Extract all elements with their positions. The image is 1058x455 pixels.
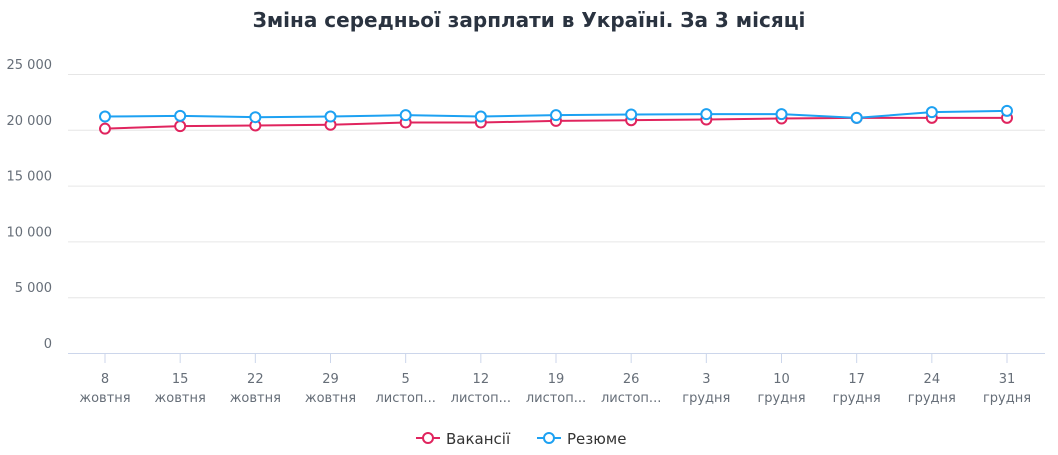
data-point <box>625 108 638 121</box>
data-point <box>174 109 187 122</box>
y-tick-label: 25 000 <box>7 58 53 73</box>
data-point <box>324 110 337 123</box>
x-tick-label: 15 <box>172 372 189 387</box>
x-tick-label: 29 <box>322 372 339 387</box>
x-tick-label: листоп... <box>376 391 436 406</box>
data-point <box>775 108 788 121</box>
data-point <box>99 122 111 135</box>
data-point <box>925 106 938 119</box>
x-tick-label: 26 <box>623 372 640 387</box>
data-point <box>474 110 487 123</box>
x-tick-label: жовтня <box>230 391 281 406</box>
y-tick-label: 5 000 <box>15 281 52 296</box>
y-tick-label: 10 000 <box>7 225 53 240</box>
legend-item[interactable]: Вакансії <box>416 430 511 448</box>
x-tick-label: грудня <box>833 391 881 406</box>
data-point <box>174 120 187 133</box>
x-tick-label: 24 <box>924 372 941 387</box>
x-tick-label: 17 <box>848 372 865 387</box>
x-tick-label: 22 <box>247 372 264 387</box>
chart-title: Зміна середньої зарплати в Україні. За 3… <box>252 8 806 32</box>
x-tick-label: грудня <box>908 391 956 406</box>
legend-label: Резюме <box>567 430 626 448</box>
y-tick-label: 20 000 <box>7 114 53 129</box>
x-tick-label: листоп... <box>601 391 661 406</box>
x-tick-label: 8 <box>101 372 109 387</box>
x-tick-label: жовтня <box>305 391 356 406</box>
data-point <box>850 111 863 124</box>
x-tick-label: 31 <box>999 372 1016 387</box>
x-tick-label: 12 <box>473 372 490 387</box>
data-point <box>249 111 262 124</box>
data-point <box>550 109 562 122</box>
data-point <box>399 109 412 122</box>
y-tick-label: 0 <box>44 337 52 352</box>
legend-marker-icon <box>543 432 555 444</box>
legend-label: Вакансії <box>446 430 511 448</box>
x-tick-label: грудня <box>983 391 1031 406</box>
x-tick-label: жовтня <box>79 391 130 406</box>
x-tick-label: 19 <box>548 372 565 387</box>
y-tick-label: 15 000 <box>7 170 53 185</box>
x-tick-label: 10 <box>773 372 790 387</box>
x-tick-label: 3 <box>702 372 710 387</box>
x-tick-label: листоп... <box>526 391 586 406</box>
data-point <box>700 108 713 121</box>
legend-marker-icon <box>422 432 434 444</box>
legend-item[interactable]: Резюме <box>537 430 626 448</box>
x-tick-label: листоп... <box>451 391 511 406</box>
x-tick-label: жовтня <box>155 391 206 406</box>
x-tick-label: 5 <box>402 372 410 387</box>
x-tick-label: грудня <box>682 391 730 406</box>
data-point <box>99 110 111 123</box>
data-point <box>1001 104 1013 117</box>
x-tick-label: грудня <box>757 391 805 406</box>
series-Резюме <box>99 104 1013 124</box>
